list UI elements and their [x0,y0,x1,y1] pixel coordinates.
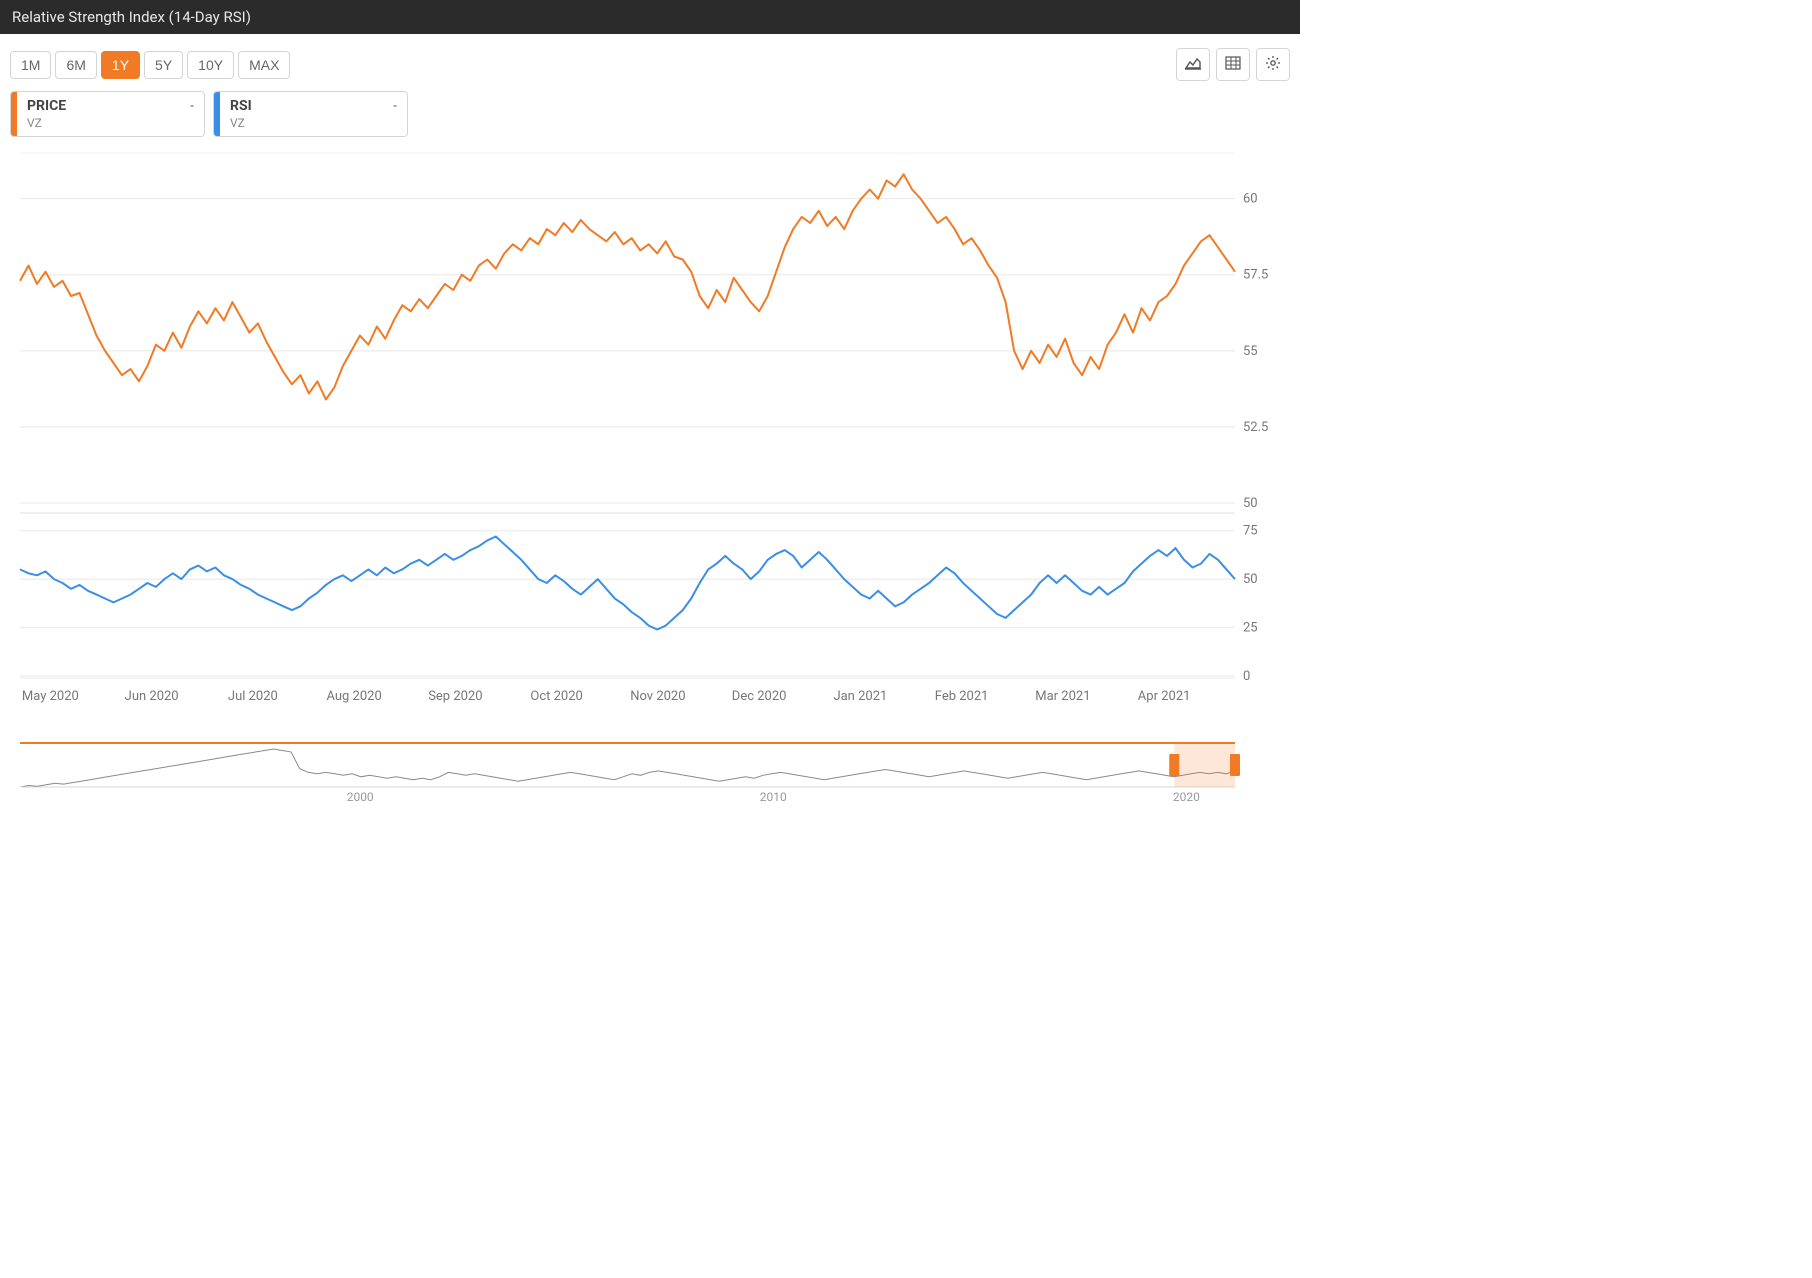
svg-text:57.5: 57.5 [1243,268,1268,283]
range-button-1m[interactable]: 1M [10,51,51,79]
table-icon [1225,56,1241,73]
main-chart-svg[interactable]: 50 52.5 55 57.5 60 0 25 50 75 May 2020 Jun 2020 Jul… [10,147,1290,737]
range-button-6m[interactable]: 6M [55,51,96,79]
svg-text:60: 60 [1243,192,1258,207]
svg-text:Oct 2020: Oct 2020 [530,689,582,704]
svg-text:2000: 2000 [347,790,374,804]
series-name: RSI [230,98,252,114]
svg-text:25: 25 [1243,621,1258,636]
series-symbol: VZ [27,116,194,130]
svg-text:52.5: 52.5 [1243,420,1268,435]
series-value: - [190,98,194,114]
controls-row: 1M6M1Y5Y10YMAX [0,34,1300,91]
svg-text:Apr 2021: Apr 2021 [1138,689,1191,704]
svg-text:50: 50 [1243,496,1258,511]
table-view-button[interactable] [1216,48,1250,81]
svg-text:Nov 2020: Nov 2020 [630,689,685,704]
header-bar: Relative Strength Index (14-Day RSI) [0,0,1300,34]
svg-text:Jan 2021: Jan 2021 [833,689,887,704]
svg-text:Dec 2020: Dec 2020 [732,689,787,704]
range-button-max[interactable]: MAX [238,51,290,79]
svg-text:Jun 2020: Jun 2020 [125,689,179,704]
svg-text:Feb 2021: Feb 2021 [935,689,989,704]
svg-text:0: 0 [1243,669,1250,684]
settings-button[interactable] [1256,48,1290,81]
series-symbol: VZ [230,116,397,130]
chart-area: 50 52.5 55 57.5 60 0 25 50 75 May 2020 Jun 2020 Jul… [0,147,1300,741]
series-legend-row: PRICE - VZ RSI - VZ [0,91,1300,147]
range-button-1y[interactable]: 1Y [101,51,140,79]
svg-text:50: 50 [1243,572,1258,587]
svg-text:Sep 2020: Sep 2020 [428,689,482,704]
tool-buttons [1176,48,1290,81]
svg-text:Jul 2020: Jul 2020 [228,689,278,704]
range-button-10y[interactable]: 10Y [187,51,234,79]
chart-container: Relative Strength Index (14-Day RSI) 1M6… [0,0,1300,819]
range-button-5y[interactable]: 5Y [144,51,183,79]
navigator-area: 2000 2010 2020 [0,741,1300,819]
series-value: - [393,98,397,114]
header-title: Relative Strength Index (14-Day RSI) [12,8,251,26]
chart-type-button[interactable] [1176,48,1210,81]
series-name: PRICE [27,98,66,114]
svg-text:2010: 2010 [760,790,787,804]
svg-text:75: 75 [1243,524,1258,539]
svg-text:55: 55 [1243,344,1258,359]
range-selector: 1M6M1Y5Y10YMAX [10,51,290,79]
chart-area-icon [1185,56,1201,73]
gear-icon [1265,55,1281,74]
svg-text:Mar 2021: Mar 2021 [1035,689,1090,704]
navigator-svg[interactable]: 2000 2010 2020 [10,741,1290,805]
series-card-price[interactable]: PRICE - VZ [10,91,205,137]
svg-text:2020: 2020 [1173,790,1200,804]
series-card-rsi[interactable]: RSI - VZ [213,91,408,137]
svg-text:May 2020: May 2020 [22,689,79,704]
svg-text:Aug 2020: Aug 2020 [326,689,381,704]
